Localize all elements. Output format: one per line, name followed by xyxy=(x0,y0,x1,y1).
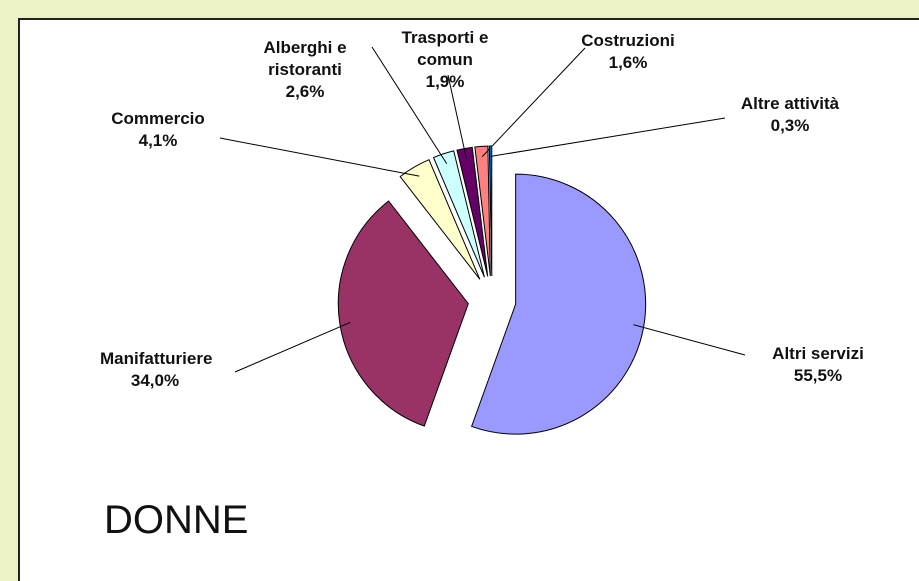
category-label: Alberghi e ristoranti xyxy=(263,38,347,79)
value-label: 1,9% xyxy=(425,72,465,91)
chart-title: DONNE xyxy=(104,498,249,542)
chart-area xyxy=(18,18,919,581)
slice-label: Trasporti e comun 1,9% xyxy=(390,27,500,93)
value-label: 0,3% xyxy=(770,116,810,135)
pie-slice xyxy=(470,173,647,435)
slice-label: Altri servizi 55,5% xyxy=(772,343,864,387)
pie-slice xyxy=(488,145,493,277)
category-label: Costruzioni xyxy=(581,31,675,50)
value-label: 4,1% xyxy=(138,131,178,150)
leader-line xyxy=(219,137,420,177)
category-label: Manifatturiere xyxy=(100,349,213,368)
leader-line xyxy=(633,324,746,356)
value-label: 55,5% xyxy=(793,366,843,385)
value-label: 1,6% xyxy=(608,53,648,72)
pie-slice xyxy=(432,150,485,278)
leader-line xyxy=(481,47,586,158)
pie-slice xyxy=(399,159,481,280)
value-label: 34,0% xyxy=(130,371,180,390)
pie-slice xyxy=(337,200,469,427)
leader-line xyxy=(371,46,448,164)
category-label: Trasporti e comun xyxy=(401,28,489,69)
pie-slice xyxy=(474,145,491,277)
slice-label: Altre attività 0,3% xyxy=(741,93,839,137)
slice-label: Costruzioni 1,6% xyxy=(581,30,675,74)
leader-line xyxy=(490,117,726,157)
leader-line xyxy=(234,322,351,373)
slice-label: Alberghi e ristoranti 2,6% xyxy=(250,37,360,103)
category-label: Commercio xyxy=(111,109,205,128)
category-label: Altre attività xyxy=(740,94,840,113)
slice-label: Manifatturiere 34,0% xyxy=(100,348,213,392)
slice-label: Commercio 4,1% xyxy=(111,108,205,152)
leader-line xyxy=(447,74,467,159)
value-label: 2,6% xyxy=(285,82,325,101)
category-label: Altri servizi xyxy=(772,344,864,363)
